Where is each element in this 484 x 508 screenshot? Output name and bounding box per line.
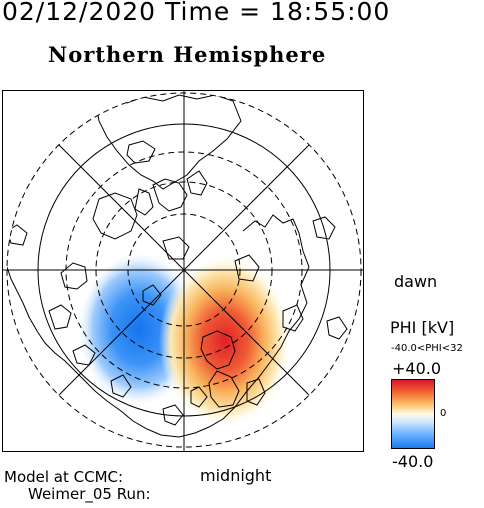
legend-title: PHI [kV]: [390, 318, 455, 337]
legend-max-label: +40.0: [392, 359, 442, 378]
model-credit-line2: Weimer_05 Run:: [28, 485, 151, 503]
positive-potential-cell: [159, 255, 291, 427]
midnight-label: midnight: [200, 466, 272, 485]
timestamp-header: 02/12/2020 Time = 18:55:00: [2, 0, 391, 26]
polar-map: [2, 90, 364, 452]
legend-color-bar: [391, 379, 435, 449]
legend-zero-label: 0: [440, 408, 447, 419]
coastlines: [7, 94, 348, 438]
legend-range-text: -40.0<PHI<32: [391, 343, 463, 354]
model-credit-line1: Model at CCMC:: [4, 468, 124, 486]
dawn-label: dawn: [394, 272, 438, 291]
legend-min-label: -40.0: [392, 452, 434, 471]
hemisphere-title: Northern Hemisphere: [48, 42, 327, 67]
meridian-lines: [3, 91, 363, 451]
potential-pattern: [77, 251, 291, 427]
polar-map-svg: [3, 91, 363, 451]
